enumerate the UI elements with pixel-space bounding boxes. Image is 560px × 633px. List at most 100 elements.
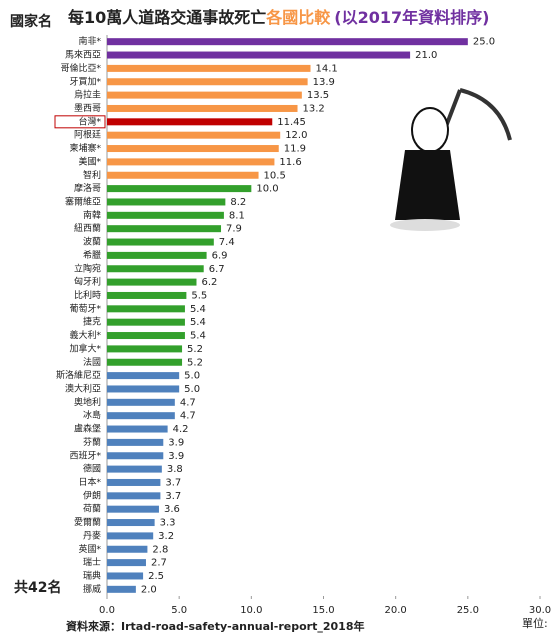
bar <box>107 572 143 579</box>
bar <box>107 412 175 419</box>
y-tick-label: 愛爾蘭 <box>74 516 101 528</box>
bar <box>107 172 259 179</box>
value-label: 3.2 <box>158 531 174 542</box>
value-label: 11.6 <box>279 157 301 168</box>
y-tick-label: 葡萄牙* <box>69 302 101 314</box>
bar <box>107 78 308 85</box>
count-note: 共42名 <box>14 579 61 596</box>
bar <box>107 145 279 152</box>
value-label: 4.7 <box>180 411 196 422</box>
x-tick-label: 30.0 <box>529 605 551 616</box>
y-tick-label: 哥倫比亞* <box>60 62 101 74</box>
value-label: 11.45 <box>277 117 306 128</box>
x-tick-label: 20.0 <box>385 605 407 616</box>
y-tick-label: 盧森堡 <box>74 423 101 435</box>
y-tick-label: 芬蘭 <box>83 436 101 448</box>
y-tick-label: 伊朗 <box>83 489 101 501</box>
bar <box>107 452 163 459</box>
value-label: 2.0 <box>141 584 157 595</box>
bar <box>107 212 224 219</box>
y-tick-label: 紐西蘭 <box>74 222 101 234</box>
y-tick-label: 牙買加* <box>69 76 101 87</box>
y-tick-label: 台灣* <box>78 115 101 127</box>
bar <box>107 158 274 165</box>
bar <box>107 52 410 59</box>
title-highlight: 各國比較 <box>265 8 331 27</box>
bar <box>107 426 168 433</box>
bar <box>107 332 185 339</box>
value-label: 6.2 <box>201 277 217 288</box>
bar <box>107 252 207 259</box>
value-label: 7.9 <box>226 224 242 235</box>
bar <box>107 265 204 272</box>
y-tick-label: 加拿大* <box>69 342 101 354</box>
y-tick-label: 匈牙利 <box>74 276 101 288</box>
value-label: 11.9 <box>284 144 306 155</box>
value-label: 5.2 <box>187 344 203 355</box>
x-tick-label: 0.0 <box>99 605 115 616</box>
chart: 國家名 每10萬人道路交通事故死亡各國比較(以2017年資料排序) 共42名 資… <box>0 0 560 633</box>
bar <box>107 305 185 312</box>
y-tick-label: 南韓 <box>83 209 101 221</box>
y-tick-label: 法國 <box>83 356 101 368</box>
x-tick-label: 15.0 <box>312 605 334 616</box>
value-label: 6.9 <box>212 250 228 261</box>
value-label: 12.0 <box>285 130 307 141</box>
value-label: 2.7 <box>151 558 167 569</box>
bar <box>107 279 196 286</box>
value-label: 14.1 <box>316 63 338 74</box>
y-tick-label: 摩洛哥 <box>74 182 101 194</box>
bar <box>107 546 147 553</box>
value-label: 5.4 <box>190 317 206 328</box>
y-tick-label: 瑞士 <box>83 556 101 568</box>
y-tick-label: 柬埔寨* <box>69 142 101 154</box>
value-label: 2.5 <box>148 571 164 582</box>
chart-title: 每10萬人道路交通事故死亡各國比較(以2017年資料排序) <box>68 8 489 27</box>
value-label: 3.8 <box>167 464 183 475</box>
y-tick-label: 烏拉圭 <box>74 89 101 101</box>
y-tick-label: 波蘭 <box>83 236 101 248</box>
bar <box>107 506 159 513</box>
bar <box>107 105 298 112</box>
y-tick-label: 南非* <box>78 35 101 47</box>
x-tick-label: 25.0 <box>457 605 479 616</box>
bar <box>107 492 160 499</box>
y-tick-label: 阿根廷 <box>74 129 101 141</box>
bar <box>107 439 163 446</box>
y-tick-label: 斯洛維尼亞 <box>56 369 101 381</box>
value-label: 4.2 <box>173 424 189 435</box>
bar <box>107 385 179 392</box>
value-label: 3.3 <box>160 518 176 529</box>
title-main: 每10萬人道路交通事故死亡 <box>68 8 266 27</box>
value-label: 6.7 <box>209 264 225 275</box>
y-tick-label: 智利 <box>83 169 101 181</box>
y-tick-label: 西班牙* <box>69 449 101 461</box>
value-label: 3.7 <box>165 491 181 502</box>
y-tick-label: 澳大利亞 <box>65 382 101 394</box>
x-tick-label: 5.0 <box>171 605 187 616</box>
bar <box>107 319 185 326</box>
bar <box>107 92 302 99</box>
x-tick-label: 10.0 <box>240 605 262 616</box>
value-label: 8.2 <box>230 197 246 208</box>
value-label: 5.4 <box>190 304 206 315</box>
bar <box>107 466 162 473</box>
value-label: 10.5 <box>264 170 286 181</box>
bar <box>107 118 272 125</box>
y-tick-label: 丹麥 <box>83 529 101 541</box>
y-axis-label: 國家名 <box>10 13 52 30</box>
value-label: 13.5 <box>307 90 329 101</box>
value-label: 8.1 <box>229 210 245 221</box>
y-tick-label: 挪威 <box>83 583 101 595</box>
bar <box>107 519 155 526</box>
y-tick-label: 馬來西亞 <box>65 50 101 61</box>
unit: 單位: <box>522 616 548 630</box>
bar <box>107 586 136 593</box>
value-label: 3.6 <box>164 504 180 515</box>
illustration <box>390 90 510 231</box>
value-label: 3.7 <box>165 477 181 488</box>
value-label: 13.2 <box>303 103 325 114</box>
value-label: 2.8 <box>152 544 168 555</box>
source: 資料來源：Irtad-road-safety-annual-report_201… <box>66 619 364 633</box>
bar <box>107 38 468 45</box>
